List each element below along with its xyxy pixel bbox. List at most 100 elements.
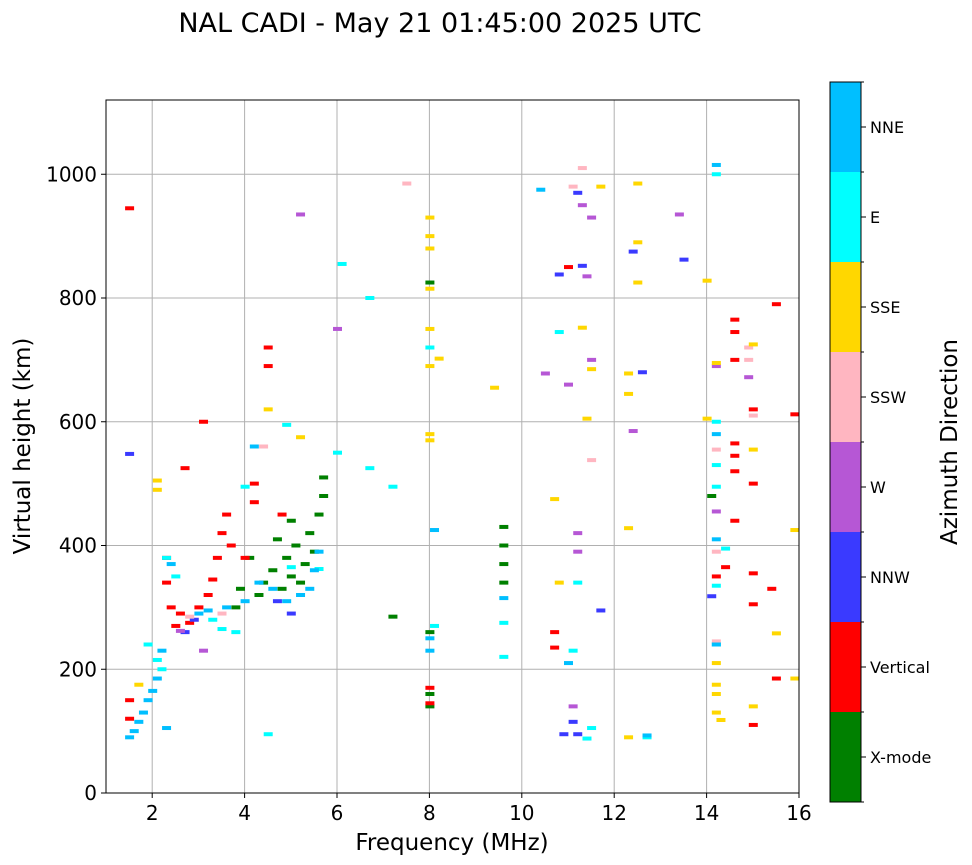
echo-point-vertical (425, 701, 435, 706)
echo-point-nne (157, 648, 167, 653)
echo-point-vertical (711, 574, 721, 579)
echo-point-nne (134, 719, 144, 724)
echo-point-x-mode (296, 580, 306, 585)
echo-point-sse (550, 497, 560, 502)
y-tick-label: 200 (59, 657, 97, 681)
echo-point-ssw (259, 444, 269, 449)
echo-point-sse (748, 447, 758, 452)
y-tick-label: 600 (59, 410, 97, 434)
x-tick-label: 16 (786, 801, 811, 825)
echo-point-sse (596, 184, 606, 189)
echo-point-w (296, 212, 306, 217)
echo-point-nne (129, 729, 139, 734)
colorbar-swatch-sse (830, 262, 861, 352)
echo-point-sse (425, 432, 435, 437)
echo-point-x-mode (286, 574, 296, 579)
echo-point-nnw (628, 249, 638, 254)
echo-point-x-mode (425, 704, 435, 709)
colorbar-swatch-vertical (830, 622, 861, 712)
echo-point-e (554, 330, 564, 335)
echo-point-e (157, 667, 167, 672)
echo-point-e (240, 484, 250, 489)
echo-point-e (425, 345, 435, 350)
echo-point-x-mode (305, 531, 315, 536)
echo-point-vertical (748, 722, 758, 727)
echo-point-vertical (125, 698, 135, 703)
echo-point-w (587, 357, 597, 362)
echo-point-w (568, 704, 578, 709)
echo-point-nne (143, 698, 153, 703)
echo-point-nnw (272, 599, 282, 604)
echo-point-x-mode (499, 543, 509, 548)
echo-point-sse (582, 416, 592, 421)
echo-point-x-mode (425, 630, 435, 635)
colorbar-label: SSW (870, 388, 906, 407)
echo-point-e (314, 567, 324, 572)
echo-point-vertical (222, 512, 232, 517)
echo-point-nne (282, 599, 292, 604)
echo-point-e (365, 466, 375, 471)
x-axis-ticks: 2 4 6 8 10 12 14 16 (146, 793, 812, 825)
echo-point-vertical (249, 500, 259, 505)
echo-point-vertical (730, 357, 740, 362)
echo-point-nne (162, 726, 172, 731)
colorbar-swatch-w (830, 442, 861, 532)
echo-point-vertical (171, 623, 181, 628)
echo-point-nnw (596, 608, 606, 613)
echo-point-x-mode (277, 586, 287, 591)
echo-point-nne (240, 599, 250, 604)
echo-point-sse (633, 181, 643, 186)
echo-point-nne (314, 549, 324, 554)
echo-point-sse (716, 717, 726, 722)
echo-point-x-mode (499, 580, 509, 585)
y-tick-label: 800 (59, 286, 97, 310)
echo-point-vertical (125, 716, 135, 721)
echo-point-e (711, 419, 721, 424)
echo-point-x-mode (425, 692, 435, 696)
echo-point-w (587, 215, 597, 220)
echo-point-vertical (208, 577, 218, 582)
echo-point-e (162, 555, 172, 560)
echo-point-e (171, 574, 181, 579)
x-axis-label: Frequency (MHz) (355, 830, 548, 856)
echo-point-e (208, 617, 218, 622)
echo-point-sse (490, 385, 500, 390)
echo-point-nne (642, 733, 652, 738)
echo-point-nne (249, 444, 259, 449)
echo-point-nne (203, 608, 213, 613)
echo-point-nne (296, 593, 306, 597)
echo-point-sse (711, 360, 721, 365)
colorbar-title: Azimuth Direction (937, 339, 963, 545)
echo-point-ssw (402, 181, 412, 186)
echo-point-nne (499, 596, 509, 601)
echo-point-vertical (194, 605, 204, 610)
echo-point-sse (425, 286, 435, 291)
echo-point-nne (711, 162, 721, 167)
echo-point-vertical (226, 543, 236, 548)
echo-point-vertical (790, 412, 800, 417)
echo-point-x-mode (300, 562, 310, 567)
echo-point-w (628, 429, 638, 434)
echo-point-sse (624, 371, 634, 376)
echo-point-vertical (175, 611, 185, 616)
colorbar-label: X-mode (870, 748, 931, 767)
x-tick-label: 14 (694, 801, 719, 825)
echo-point-vertical (564, 265, 573, 270)
colorbar-swatch-e (830, 172, 861, 262)
x-tick-label: 4 (238, 801, 251, 825)
x-tick-label: 6 (331, 801, 344, 825)
echo-point-nne (125, 735, 135, 740)
echo-point-e (217, 627, 227, 632)
colorbar-swatch-ssw (830, 352, 861, 442)
echo-point-w (333, 326, 342, 331)
echo-point-x-mode (499, 562, 509, 567)
echo-point-e (143, 642, 153, 647)
echo-point-e (282, 422, 292, 427)
echo-point-x-mode (259, 580, 269, 585)
echo-point-e (711, 484, 721, 489)
y-tick-label: 0 (84, 781, 97, 805)
plot-frame (105, 99, 800, 794)
echo-point-vertical (263, 364, 273, 369)
echo-point-sse (134, 682, 144, 687)
